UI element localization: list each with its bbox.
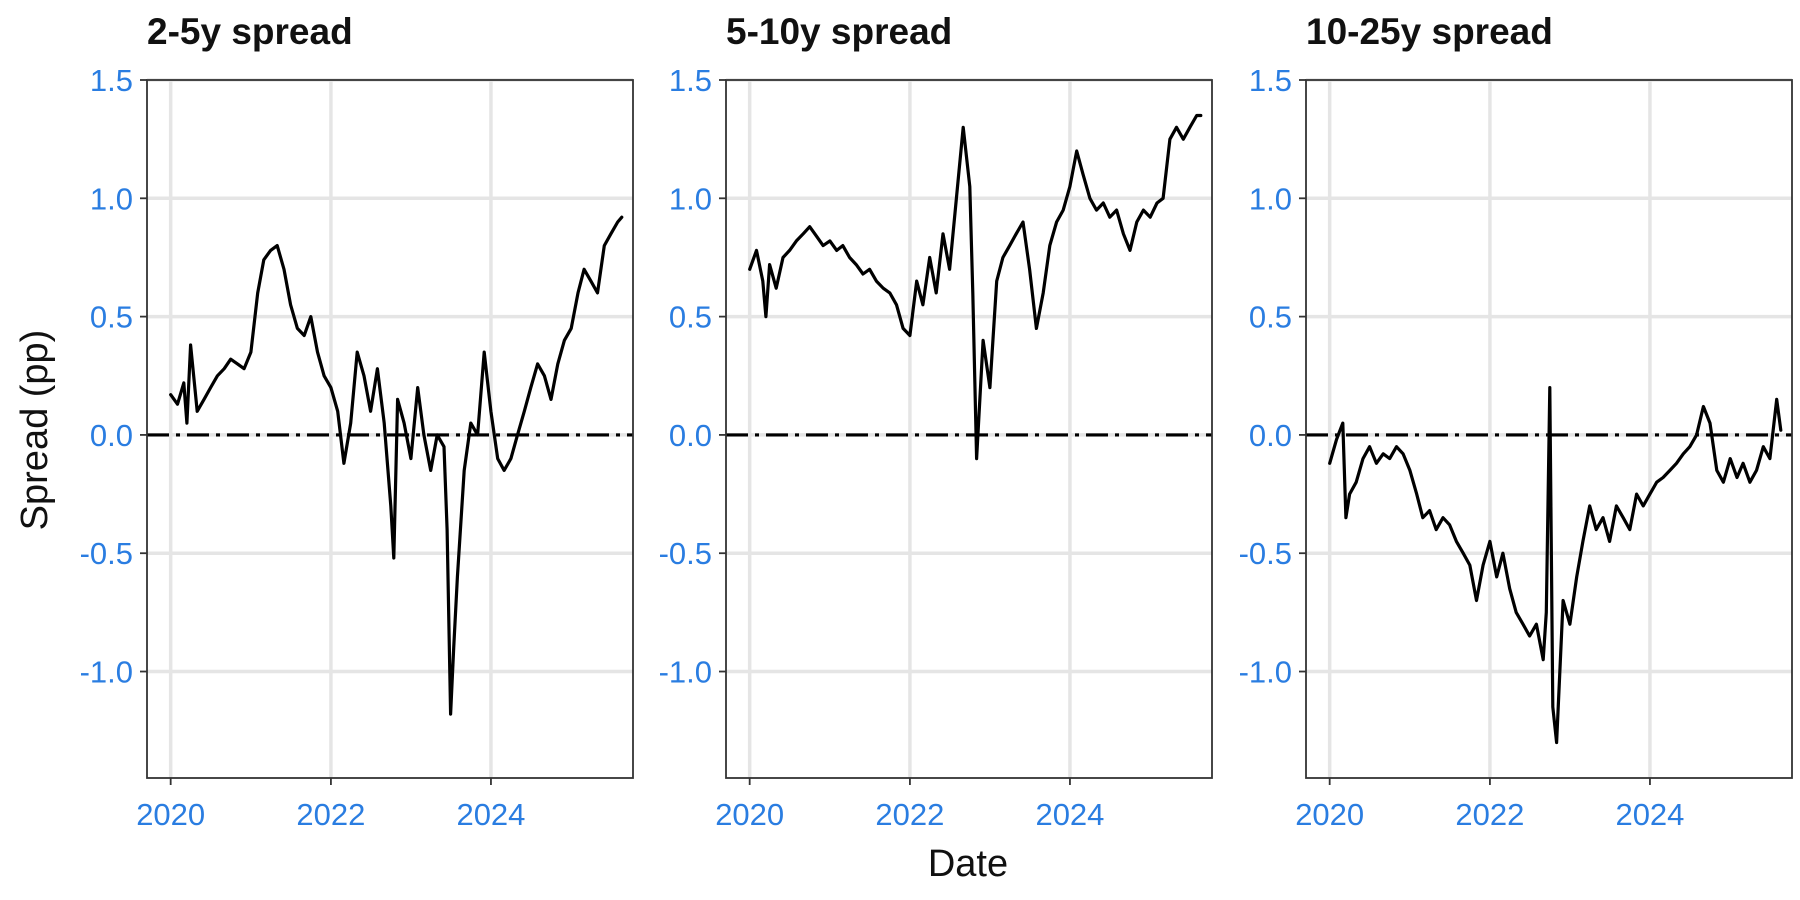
y-tick-label: 1.5 <box>669 63 712 98</box>
y-tick-label: 1.5 <box>1249 63 1292 98</box>
x-tick-label: 2024 <box>1615 797 1684 832</box>
y-tick-label: 1.0 <box>1249 181 1292 216</box>
spread-series-line <box>169 215 624 716</box>
x-tick-label: 2022 <box>1455 797 1524 832</box>
spread-series-line <box>748 113 1203 461</box>
x-tick-label: 2024 <box>1035 797 1104 832</box>
x-tick-label: 2022 <box>875 797 944 832</box>
panel-frame <box>725 79 1213 779</box>
y-tick-label: 0.0 <box>669 418 712 453</box>
spread-series-line <box>1328 386 1783 745</box>
y-axis-title: Spread (pp) <box>14 330 56 531</box>
y-tick-label: 1.0 <box>90 181 133 216</box>
y-tick-label: -1.0 <box>80 655 133 690</box>
y-tick-label: -1.0 <box>1239 655 1292 690</box>
x-tick-label: 2024 <box>456 797 525 832</box>
y-tick-label: 0.0 <box>1249 418 1292 453</box>
panel-frame <box>146 79 634 779</box>
panel-title: 10-25y spread <box>1306 11 1553 52</box>
y-tick-label: 0.0 <box>90 418 133 453</box>
panel-1: 2-5y spread -1.0 -0.5 0.0 0.5 1.0 1.5 2020 2022 2… <box>80 11 634 832</box>
y-tick-label: 0.5 <box>1249 300 1292 335</box>
panel-frame <box>1305 79 1793 779</box>
y-tick-label: -0.5 <box>80 536 133 571</box>
x-tick-label: 2020 <box>715 797 784 832</box>
y-tick-label: -0.5 <box>659 536 712 571</box>
y-tick-label: 0.5 <box>90 300 133 335</box>
panel-2: 5-10y spread -1.0 -0.5 0.0 0.5 1.0 1.5 2020 2022… <box>659 11 1213 832</box>
x-tick-label: 2022 <box>296 797 365 832</box>
panel-title: 5-10y spread <box>726 11 952 52</box>
y-tick-label: 1.0 <box>669 181 712 216</box>
x-tick-label: 2020 <box>1295 797 1364 832</box>
x-axis-title: Date <box>928 843 1008 885</box>
x-tick-label: 2020 <box>136 797 205 832</box>
panel-title: 2-5y spread <box>147 11 353 52</box>
panel-3: 10-25y spread -1.0 -0.5 0.0 0.5 1.0 1.5 2020 202… <box>1239 11 1793 832</box>
y-tick-label: 1.5 <box>90 63 133 98</box>
y-tick-label: -1.0 <box>659 655 712 690</box>
panels-layer: 2-5y spread -1.0 -0.5 0.0 0.5 1.0 1.5 2020 2022 2… <box>80 11 1793 832</box>
y-tick-label: -0.5 <box>1239 536 1292 571</box>
y-tick-label: 0.5 <box>669 300 712 335</box>
